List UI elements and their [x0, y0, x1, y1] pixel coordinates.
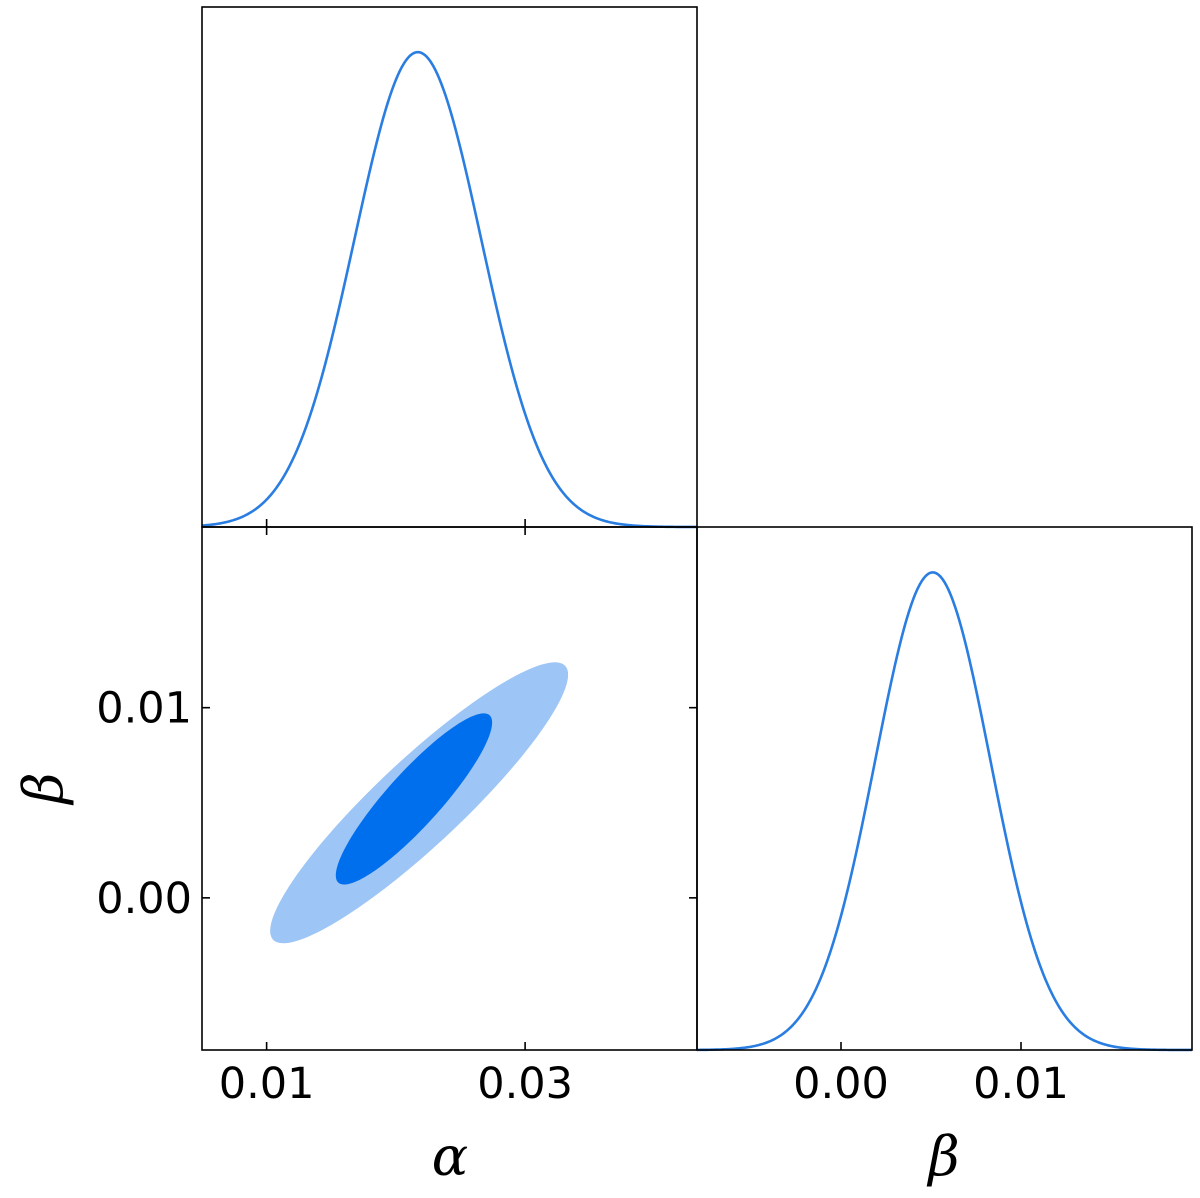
joint-xtick-label-1: 0.03: [477, 1059, 573, 1109]
x-axis-label-alpha: α: [432, 1125, 468, 1188]
joint-ticks: 0.01 0.03 0.00 0.01: [96, 684, 697, 1109]
alpha-marginal-frame: [201, 6, 698, 528]
y-axis-label-beta: β: [12, 772, 75, 805]
joint-xtick-label-0: 0.01: [219, 1059, 315, 1109]
beta-marginal-panel: 0.00 0.01 β: [696, 526, 1193, 1188]
beta-marginal-xtick-label-1: 0.01: [973, 1059, 1069, 1109]
joint-ytick-label-1: 0.01: [96, 684, 192, 734]
beta-marginal-curve: [696, 571, 1192, 1052]
alpha-marginal-panel: [201, 6, 698, 535]
contour-68-region: [335, 713, 493, 885]
beta-marginal-xtick-label-0: 0.00: [793, 1059, 889, 1109]
beta-marginal-frame: [696, 526, 1193, 1051]
x-axis-label-beta: β: [926, 1125, 959, 1188]
beta-marginal-ticks: 0.00 0.01: [793, 1042, 1069, 1109]
alpha-marginal-curve: [201, 50, 697, 529]
joint-contour-panel: 0.01 0.03 0.00 0.01 α β: [12, 526, 698, 1188]
joint-ytick-label-0: 0.00: [96, 874, 192, 924]
